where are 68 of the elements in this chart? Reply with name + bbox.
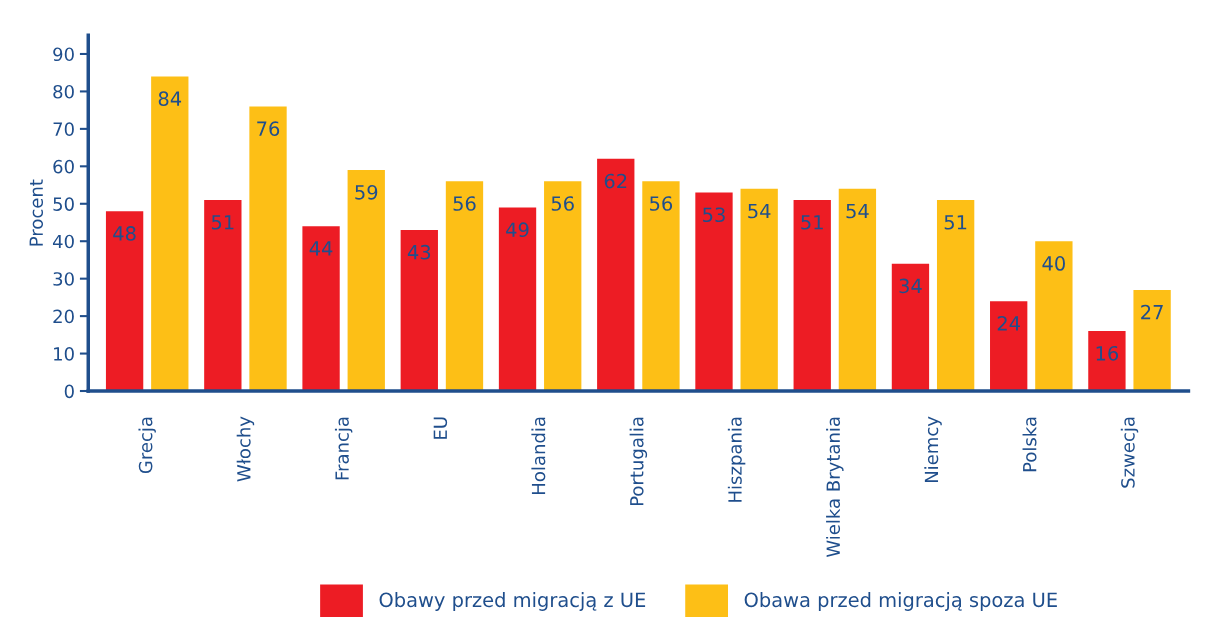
bar (544, 181, 582, 392)
y-tick-label: 30 (53, 272, 74, 286)
bar (990, 301, 1028, 392)
data-label: 44 (309, 241, 333, 256)
y-axis-title: Procent (29, 179, 44, 246)
x-tick-label: Polska (1022, 417, 1037, 472)
y-tick-label: 90 (53, 47, 74, 62)
y-tick-label: 20 (53, 309, 74, 324)
y-tick-label: 60 (53, 159, 74, 174)
x-tick-label: Wielka Brytania (826, 417, 844, 558)
data-label: 16 (1096, 345, 1119, 361)
data-label: 43 (407, 244, 431, 260)
y-tick-label: 70 (53, 122, 74, 136)
data-label: 56 (650, 196, 673, 211)
data-label: 56 (453, 196, 476, 211)
bar (695, 192, 733, 392)
data-label: 56 (551, 196, 574, 211)
bar (249, 106, 287, 392)
bar (642, 181, 680, 392)
x-tick-label: Niemcy (924, 416, 942, 483)
x-tick-label: Francja (334, 417, 353, 480)
data-label: 51 (211, 215, 234, 230)
data-label: 59 (355, 184, 378, 200)
data-label: 49 (506, 222, 529, 238)
bar (400, 229, 438, 392)
data-label: 51 (944, 215, 967, 230)
legend-label: Obawy przed migracją z UE (379, 592, 646, 611)
data-label: 51 (801, 215, 823, 230)
data-label: 76 (257, 121, 280, 136)
data-label: 54 (748, 203, 771, 219)
x-tick-label: Portugalia (629, 417, 648, 506)
x-tick-label: Holandia (531, 417, 546, 494)
x-tick-label: Włochy (236, 416, 255, 482)
x-tick-label: Hiszpania (727, 417, 746, 502)
data-label: 27 (1141, 304, 1163, 320)
bar (1133, 289, 1171, 392)
data-label: 54 (846, 203, 869, 219)
x-tick-label: Szwecja (1120, 417, 1139, 488)
bar (347, 170, 385, 392)
data-label: 40 (1042, 256, 1065, 271)
x-tick-label: EU (433, 417, 448, 439)
bar (891, 263, 930, 392)
y-tick-label: 0 (64, 384, 74, 399)
bar (838, 188, 877, 392)
bar (445, 181, 484, 392)
bar (1088, 331, 1126, 392)
bar (498, 207, 537, 392)
bar (936, 200, 975, 392)
bar (740, 188, 778, 392)
bar (597, 158, 635, 392)
bar (151, 76, 189, 392)
data-label: 53 (703, 207, 725, 223)
y-tick-label: 40 (52, 234, 74, 249)
bar (105, 211, 144, 392)
bar (204, 200, 242, 392)
bar (793, 200, 831, 392)
data-label: 24 (997, 315, 1020, 331)
x-tick-label: Grecja (138, 417, 156, 474)
bar (1035, 241, 1073, 392)
data-label: 48 (113, 226, 136, 241)
y-tick-label: 80 (53, 84, 74, 99)
data-label: 84 (158, 91, 182, 107)
bar (302, 226, 340, 392)
legend-label: Obawa przed migracją spoza UE (744, 592, 1057, 611)
data-label: 62 (604, 173, 627, 189)
data-label: 34 (899, 278, 922, 294)
y-tick-label: 50 (53, 197, 74, 211)
y-tick-label: 10 (54, 347, 74, 361)
